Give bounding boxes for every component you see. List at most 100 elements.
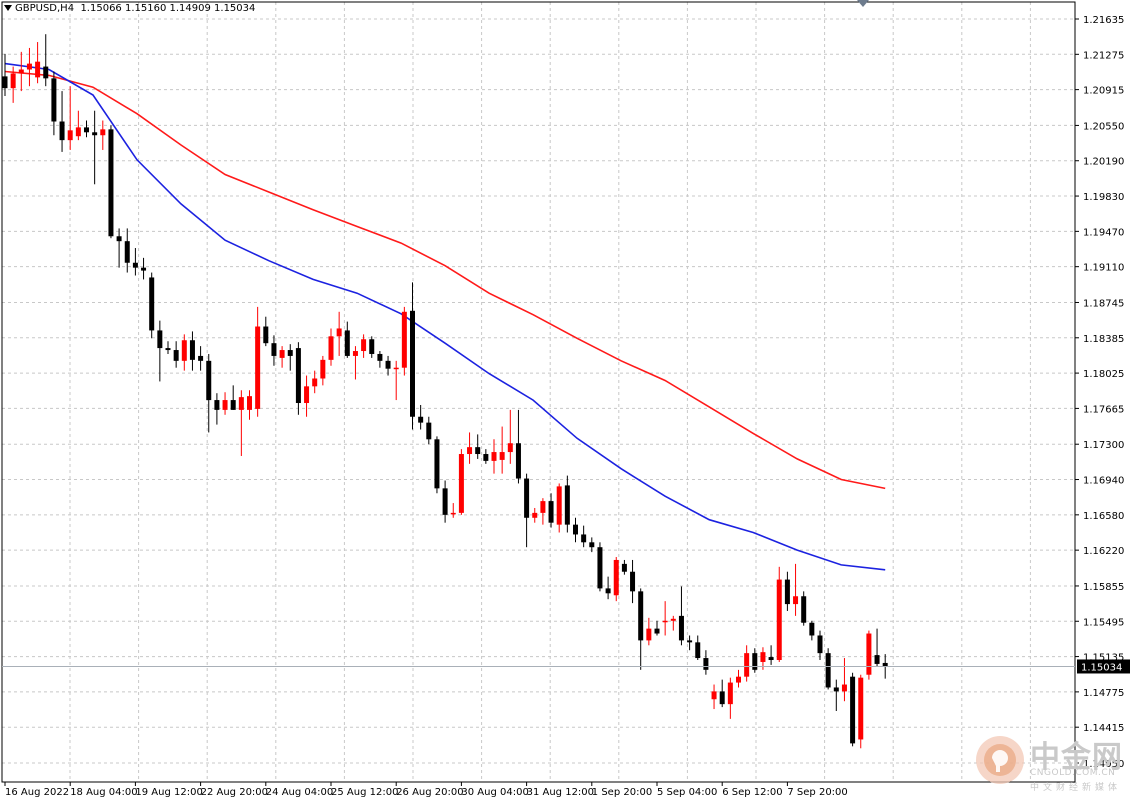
candle [401,306,407,376]
candle [670,615,676,631]
candle [26,47,32,87]
candle-body [866,633,872,675]
candle [695,635,701,661]
candle [59,91,65,152]
candle [858,674,864,749]
candle [230,385,236,410]
candle-body [581,534,587,543]
watermark-brand: 中金网 [1030,740,1123,775]
candle-body [108,129,114,237]
candle [719,679,725,708]
candle [181,334,187,371]
candle-body [320,359,326,379]
candle [255,306,261,417]
y-tick-label: 1.16940 [1083,476,1124,487]
y-tick-label: 1.16580 [1083,511,1124,522]
chart-shift-marker-icon[interactable] [857,0,869,7]
x-tick-label: 30 Aug 04:00 [461,787,528,798]
candle-body [173,350,179,361]
candle-body [124,241,130,263]
candle-body [418,416,424,423]
chevron-down-icon[interactable] [4,5,12,11]
candle-body [630,571,636,592]
candle-body [287,350,293,356]
candle [809,620,815,641]
candle [613,557,619,602]
candle-body [524,478,530,518]
candle-body [662,620,668,623]
candle-body [556,486,562,525]
candle [768,645,774,665]
candle-body [132,262,138,268]
candle [833,679,839,712]
candle-body [850,676,856,744]
y-tick-label: 1.18025 [1083,369,1124,380]
y-tick-label: 1.19830 [1083,192,1124,203]
candle [410,282,415,430]
x-tick-label: 22 Aug 20:00 [201,787,268,798]
candle-body [51,78,57,122]
candle [678,586,684,646]
candle [304,375,310,417]
candle-body [426,422,432,440]
candle-body [483,454,489,461]
candle [581,525,587,548]
candle-body [304,386,310,404]
candle [776,566,782,662]
candle-body [230,400,236,410]
candle-body [515,443,521,479]
x-tick-label: 1 Sep 20:00 [592,787,652,798]
y-tick-label: 1.18385 [1083,334,1124,345]
candle-body [499,452,505,460]
candle [344,321,350,358]
candle-body [214,400,220,410]
candle [149,272,155,339]
candle [124,228,130,273]
chart-grid [2,2,1075,782]
candle [100,120,106,150]
candle-body [385,360,391,369]
symbol-name: GBPUSD,H4 [15,3,75,14]
y-tick-label: 1.14415 [1083,723,1124,734]
candle-body [621,563,627,572]
candle [801,591,807,626]
candle-body [467,447,473,455]
candle-body [92,132,98,136]
candle [621,559,627,575]
candle-body [149,277,155,331]
candle [605,576,611,600]
candle-body [75,127,81,137]
candle [646,617,652,646]
candle-body [35,61,41,78]
y-tick-label: 1.15855 [1083,582,1124,593]
candle [18,51,24,92]
candle-body [2,76,8,89]
candle-body [687,640,693,643]
candle [271,335,277,366]
candle [450,503,456,518]
candle-body [18,69,24,74]
candle-body [222,400,228,410]
candle [132,248,138,276]
candle [222,392,228,415]
candle [35,42,41,84]
candle-body [638,591,644,641]
candle-body [768,657,774,661]
x-tick-label: 18 Aug 04:00 [70,787,137,798]
candle-body [295,348,301,404]
x-tick-label: 7 Sep 20:00 [787,787,847,798]
candle [564,475,570,533]
candle [841,658,847,702]
candle-body [247,396,252,410]
candle [377,351,383,368]
candle [426,416,432,445]
candle [385,355,391,376]
candle [442,480,448,523]
candle [263,316,269,347]
y-tick-label: 1.14775 [1083,688,1124,699]
candle [499,426,505,474]
candle-body [361,339,367,352]
candle [784,571,790,611]
candle [352,346,358,380]
